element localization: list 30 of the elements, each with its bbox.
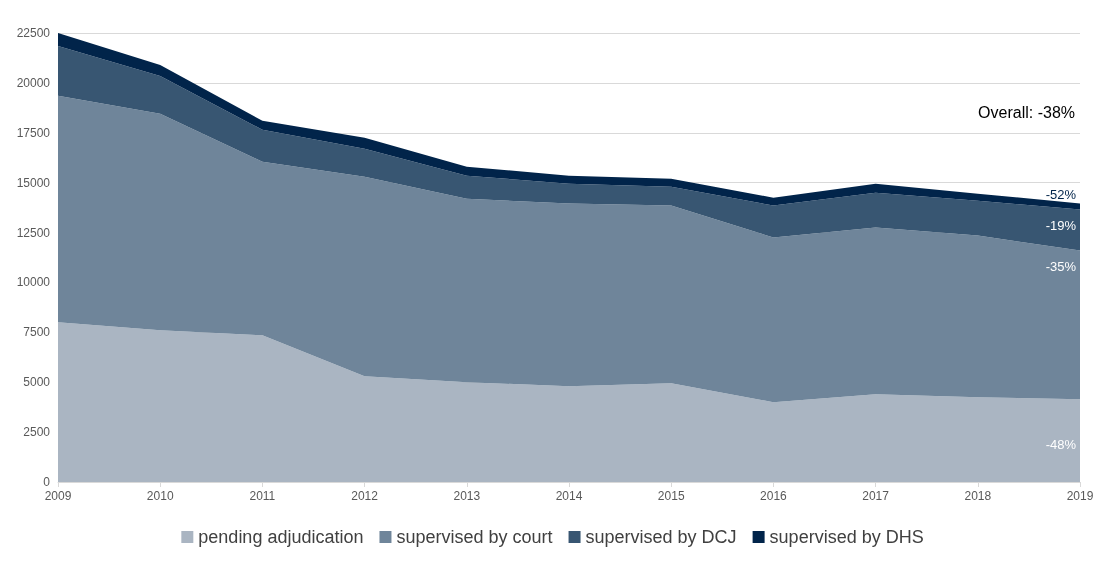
y-tick-label: 10000 <box>16 275 51 290</box>
y-tick-label: 5000 <box>23 375 51 390</box>
y-tick-label: 2500 <box>23 425 51 440</box>
annotation: -52% <box>1045 187 1077 203</box>
x-tick-label: 2013 <box>453 489 481 503</box>
annotation: -19% <box>1045 218 1077 234</box>
x-tick-label: 2017 <box>862 489 890 503</box>
x-tick-label: 2012 <box>351 489 379 503</box>
annotation: -35% <box>1045 259 1077 275</box>
legend-label: supervised by DHS <box>769 527 924 547</box>
x-tick-label: 2010 <box>146 489 174 503</box>
annotation: Overall: -38% <box>978 103 1075 121</box>
legend-label: supervised by DCJ <box>585 527 737 547</box>
y-tick-label: 15000 <box>16 175 51 190</box>
legend-label: supervised by court <box>396 527 553 547</box>
x-tick-label: 2015 <box>657 489 685 503</box>
y-tick-label: 12500 <box>16 225 51 240</box>
x-tick-label: 2018 <box>964 489 992 503</box>
y-tick-label: 7500 <box>23 325 51 340</box>
legend-label: pending adjudication <box>198 527 364 547</box>
x-tick-label: 2011 <box>249 489 276 503</box>
x-tick-label: 2016 <box>760 489 788 503</box>
x-tick-label: 2019 <box>1066 489 1094 503</box>
x-tick-label: 2014 <box>555 489 583 503</box>
y-tick-label: 17500 <box>16 125 51 140</box>
y-tick-label: 20000 <box>16 75 51 90</box>
x-tick-label: 2009 <box>44 489 72 503</box>
annotation: -48% <box>1045 436 1077 452</box>
y-tick-label: 0 <box>43 475 51 489</box>
y-tick-label: 22500 <box>16 26 51 40</box>
